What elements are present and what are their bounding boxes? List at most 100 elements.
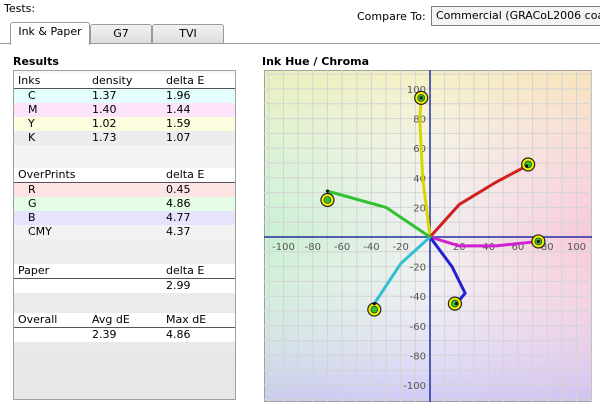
y-tick-label: -20 <box>410 263 426 274</box>
inks-header: Inks density delta E <box>14 74 235 89</box>
ink-delta-e: 1.59 <box>166 117 191 130</box>
overprint-name: R <box>28 183 36 196</box>
y-tick-label: 60 <box>413 144 426 155</box>
series-line <box>428 235 540 248</box>
overall-max-de: 4.86 <box>166 328 191 341</box>
table-row: C 1.37 1.96 <box>14 89 235 103</box>
sample-point <box>525 164 529 168</box>
ink-name: Y <box>28 117 35 130</box>
overall-row: 2.39 4.86 <box>14 328 235 342</box>
y-tick-label: -40 <box>410 292 426 303</box>
ink-delta-e: 1.07 <box>166 131 191 144</box>
ink-density: 1.02 <box>92 117 117 130</box>
sample-point <box>325 189 330 193</box>
ink-name: M <box>28 103 38 116</box>
table-row: M 1.40 1.44 <box>14 103 235 117</box>
inks-header-name: Inks <box>18 74 41 87</box>
overall-header-name: Overall <box>18 313 58 326</box>
x-tick-label: 60 <box>512 242 525 253</box>
chart-title: Ink Hue / Chroma <box>262 55 370 68</box>
overprint-name: B <box>28 211 36 224</box>
series-line <box>418 96 432 239</box>
inks-table: Inks density delta E C 1.37 1.96 M 1.40 … <box>14 74 235 145</box>
series-line <box>428 164 529 239</box>
overall-avg-de: 2.39 <box>92 328 117 341</box>
paper-header-delta: delta E <box>166 264 205 277</box>
hue-chroma-svg: -100 -80 -60 -40 -20 20 40 60 80 10010080604020-2… <box>264 70 592 402</box>
chart-tick-labels: -100 -80 -60 -40 -20 20 40 60 80 10010080604020-2… <box>272 85 586 392</box>
x-tick-label: -60 <box>334 242 350 253</box>
paper-header-name: Paper <box>18 264 50 277</box>
table-row: K 1.73 1.07 <box>14 131 235 145</box>
y-tick-label: -60 <box>410 322 426 333</box>
table-row: Y 1.02 1.59 <box>14 117 235 131</box>
paper-delta-e: 2.99 <box>166 279 191 292</box>
ink-name: K <box>28 131 36 144</box>
overall-header-avg: Avg dE <box>92 313 130 326</box>
inks-header-delta: delta E <box>166 74 205 87</box>
sample-point <box>454 302 458 306</box>
overprint-name: G <box>28 197 37 210</box>
overprints-table: OverPrints delta E R 0.45 G 4.86 B 4.77 … <box>14 168 235 239</box>
x-tick-label: -100 <box>272 242 295 253</box>
target-marker-inner <box>370 305 379 314</box>
chart-grid <box>264 70 592 402</box>
chart-series <box>320 90 546 317</box>
tab-bar: Ink & Paper G7 TVI <box>2 22 262 45</box>
tab-tvi[interactable]: TVI <box>152 24 224 44</box>
overprint-name: CMY <box>28 225 52 238</box>
overprint-delta-e: 4.86 <box>166 197 191 210</box>
x-tick-label: 100 <box>567 242 586 253</box>
overprints-header: OverPrints delta E <box>14 168 235 183</box>
x-tick-label: 40 <box>482 242 495 253</box>
x-tick-label: 80 <box>541 242 554 253</box>
tab-g7[interactable]: G7 <box>90 24 152 44</box>
inks-header-density: density <box>92 74 133 87</box>
table-row: CMY 4.37 <box>14 225 235 239</box>
results-title: Results <box>13 55 59 68</box>
overprint-delta-e: 4.77 <box>166 211 191 224</box>
series-line <box>428 235 467 306</box>
tab-ink-paper[interactable]: Ink & Paper <box>10 22 90 45</box>
x-tick-label: -80 <box>305 242 321 253</box>
paper-row: 2.99 <box>14 279 235 293</box>
tests-label: Tests: <box>4 2 36 15</box>
results-panel: Inks density delta E C 1.37 1.96 M 1.40 … <box>13 70 236 400</box>
sample-point <box>372 302 376 306</box>
y-tick-label: 20 <box>413 203 426 214</box>
overall-header-max: Max dE <box>166 313 207 326</box>
compare-to-label: Compare To: <box>357 10 426 23</box>
overprints-header-delta: delta E <box>166 168 205 181</box>
ink-density: 1.73 <box>92 131 117 144</box>
compare-to-select[interactable]: Commercial (GRACoL2006 coat <box>431 6 600 26</box>
paper-header: Paper delta E <box>14 264 235 279</box>
overall-header: Overall Avg dE Max dE <box>14 313 235 328</box>
ink-delta-e: 1.96 <box>166 89 191 102</box>
paper-table: Paper delta E 2.99 <box>14 264 235 293</box>
sample-point <box>419 96 423 100</box>
ink-density: 1.40 <box>92 103 117 116</box>
y-tick-label: -100 <box>403 381 426 392</box>
y-tick-label: 40 <box>413 174 426 185</box>
x-tick-label: -20 <box>393 242 409 253</box>
table-row: G 4.86 <box>14 197 235 211</box>
x-tick-label: 20 <box>453 242 466 253</box>
overprint-delta-e: 4.37 <box>166 225 191 238</box>
ink-name: C <box>28 89 36 102</box>
x-tick-label: -40 <box>363 242 379 253</box>
y-tick-label: -80 <box>410 351 426 362</box>
ink-delta-e: 1.44 <box>166 103 191 116</box>
overall-table: Overall Avg dE Max dE 2.39 4.86 <box>14 313 235 342</box>
hue-chroma-chart: -100 -80 -60 -40 -20 20 40 60 80 100 100 80 60 40 20 -2… <box>264 70 592 402</box>
series-line <box>372 235 432 306</box>
overprints-header-name: OverPrints <box>18 168 76 181</box>
series-line <box>325 189 432 239</box>
ink-density: 1.37 <box>92 89 117 102</box>
tab-divider <box>0 43 600 44</box>
y-tick-label: 100 <box>407 85 426 96</box>
table-row: B 4.77 <box>14 211 235 225</box>
overprint-delta-e: 0.45 <box>166 183 191 196</box>
target-marker-inner <box>323 196 332 204</box>
sample-point <box>536 239 541 244</box>
table-row: R 0.45 <box>14 183 235 197</box>
